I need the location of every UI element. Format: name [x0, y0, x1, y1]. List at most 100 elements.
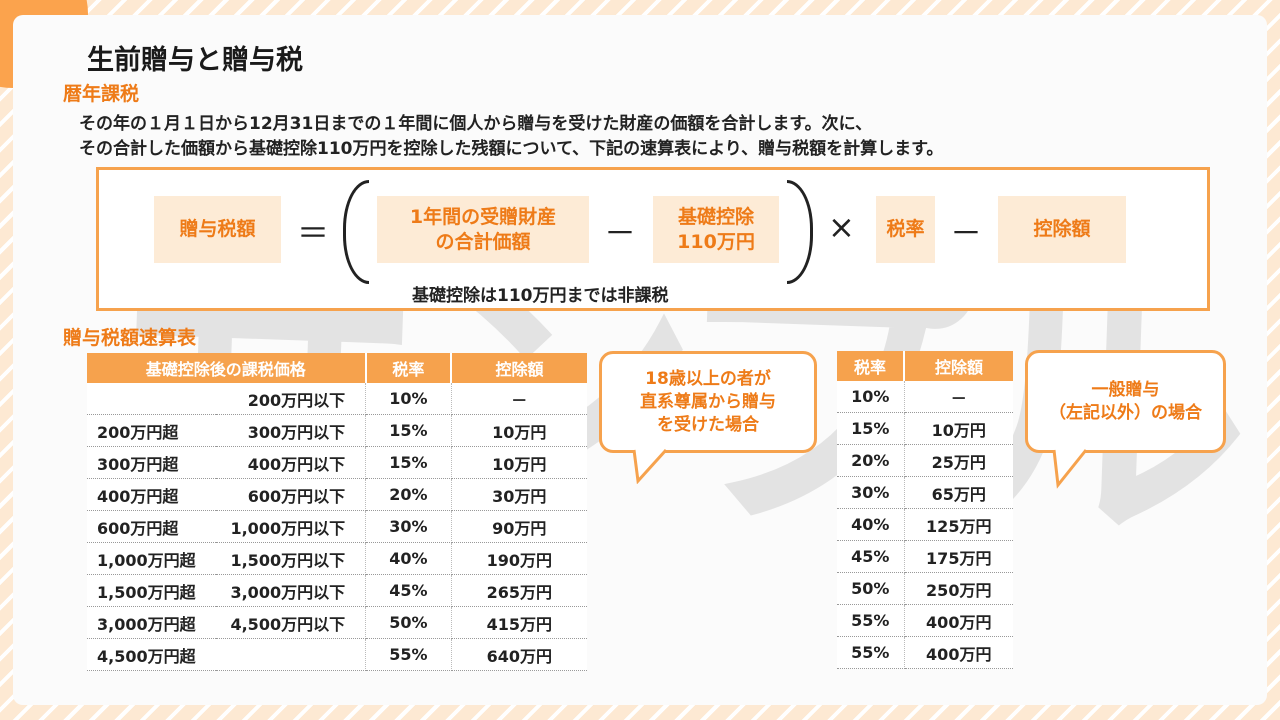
- cell-deduction: 25万円: [904, 444, 1013, 477]
- formula-tax-amount: 贈与税額: [154, 196, 281, 263]
- cell-deduction: 640万円: [451, 638, 587, 671]
- cell-rate: 45%: [837, 540, 905, 573]
- table-row: 20% 25万円: [837, 444, 1013, 477]
- table-row: 400万円超 600万円以下 20% 30万円: [87, 478, 587, 511]
- table-row: 1,000万円超 1,500万円以下 40% 190万円: [87, 542, 587, 575]
- cell-from: 4,500万円超: [87, 638, 216, 671]
- page-title: 生前贈与と贈与税: [87, 45, 303, 76]
- cell-rate: 55%: [837, 636, 905, 669]
- cell-rate: 20%: [837, 444, 905, 477]
- cell-deduction: 125万円: [904, 508, 1013, 541]
- formula-minus: －: [604, 214, 637, 252]
- cell-deduction: 10万円: [904, 412, 1013, 445]
- bubble-general-tail: [1052, 449, 1088, 489]
- cell-to: 4,500万円以下: [215, 606, 367, 639]
- cell-deduction: 10万円: [451, 446, 587, 479]
- header-deduction: 控除額: [450, 353, 587, 383]
- cell-from: 1,500万円超: [87, 574, 216, 607]
- cell-deduction: 30万円: [451, 478, 587, 511]
- cell-from: 3,000万円超: [87, 606, 216, 639]
- table-row: 55% 400万円: [837, 604, 1013, 637]
- bubble-general-line-2: （左記以外）の場合: [1049, 402, 1202, 423]
- cell-from: 400万円超: [87, 478, 216, 511]
- cell-deduction: 65万円: [904, 476, 1013, 509]
- bubble-special-line-1: 18歳以上の者が: [645, 368, 771, 389]
- speech-bubble-general: 一般贈与 （左記以外）の場合: [1025, 350, 1226, 453]
- cell-from: 1,000万円超: [87, 542, 216, 575]
- cell-to: 400万円以下: [215, 446, 367, 479]
- section-heading-calendar-year: 暦年課税: [63, 83, 140, 105]
- table-row: 600万円超 1,000万円以下 30% 90万円: [87, 510, 587, 543]
- cell-to: 200万円以下: [215, 383, 367, 415]
- cell-deduction: 265万円: [451, 574, 587, 607]
- formula-times: ×: [828, 208, 855, 246]
- cell-from: 300万円超: [87, 446, 216, 479]
- formula-basic-deduction: 基礎控除 110万円: [653, 196, 779, 263]
- header-taxable-price: 基礎控除後の課税価格: [87, 353, 366, 383]
- cell-rate: 10%: [837, 381, 905, 413]
- cell-rate: 15%: [365, 414, 452, 447]
- description: その年の１月１日から12月31日までの１年間に個人から贈与を受けた財産の価額を合…: [79, 112, 943, 162]
- cell-rate: 55%: [837, 604, 905, 637]
- cell-deduction: 10万円: [451, 414, 587, 447]
- cell-rate: 15%: [365, 446, 452, 479]
- table-row: 3,000万円超 4,500万円以下 50% 415万円: [87, 606, 587, 639]
- cell-to: 3,000万円以下: [215, 574, 367, 607]
- bubble-special-line-3: を受けた場合: [657, 414, 759, 435]
- table-row: 300万円超 400万円以下 15% 10万円: [87, 446, 587, 479]
- table-row: 15% 10万円: [837, 412, 1013, 445]
- formula-equals: ＝: [297, 214, 330, 252]
- cell-from: 600万円超: [87, 510, 216, 543]
- cell-rate: 40%: [837, 508, 905, 541]
- description-line-2: その合計した価額から基礎控除110万円を控除した残額について、下記の速算表により…: [79, 139, 944, 159]
- formula-total-assets-line2: の合計価額: [435, 230, 531, 253]
- cell-to: 1,500万円以下: [215, 542, 367, 575]
- table-row: 200万円超 300万円以下 15% 10万円: [87, 414, 587, 447]
- table-row: 10% －: [837, 381, 1013, 413]
- bubble-special-tail: [632, 449, 668, 484]
- table-row: 200万円以下 10% －: [87, 383, 587, 415]
- cell-deduction: －: [451, 383, 587, 415]
- formula-rate: 税率: [876, 196, 935, 263]
- cell-rate: 15%: [837, 412, 905, 445]
- cell-rate: 10%: [365, 383, 452, 415]
- cell-rate: 30%: [365, 510, 452, 543]
- cell-deduction: 90万円: [451, 510, 587, 543]
- formula-total-assets: 1年間の受贈財産 の合計価額: [377, 196, 589, 263]
- section-heading-quick-table: 贈与税額速算表: [63, 327, 197, 349]
- header-rate: 税率: [364, 353, 452, 383]
- speech-bubble-special: 18歳以上の者が 直系尊属から贈与 を受けた場合: [599, 351, 817, 453]
- bubble-special-line-2: 直系尊属から贈与: [640, 391, 776, 412]
- quick-calc-table-general-special: 基礎控除後の課税価格 税率 控除額 200万円以下 10% － 200万円超 300万円…: [87, 353, 587, 671]
- formula-total-assets-line1: 1年間の受贈財産: [409, 205, 557, 228]
- cell-deduction: 250万円: [904, 572, 1013, 605]
- cell-to: 1,000万円以下: [215, 510, 367, 543]
- bubble-general-line-1: 一般贈与: [1091, 379, 1160, 400]
- cell-deduction: 400万円: [904, 636, 1013, 669]
- table-row: 4,500万円超 55% 640万円: [87, 638, 587, 671]
- header-deduction-2: 控除額: [903, 351, 1013, 381]
- cell-to: [215, 638, 367, 671]
- cell-deduction: 175万円: [904, 540, 1013, 573]
- table-row: 40% 125万円: [837, 508, 1013, 541]
- header-rate-2: 税率: [837, 351, 904, 381]
- cell-deduction: 400万円: [904, 604, 1013, 637]
- table-row: 1,500万円超 3,000万円以下 45% 265万円: [87, 574, 587, 607]
- quick-calc-table-general: 税率 控除額 10% － 15% 10万円 20% 25万円 30% 65万円 40% 125万円…: [837, 351, 1013, 669]
- formula-basic-deduction-line2: 110万円: [677, 230, 755, 253]
- table-row: 50% 250万円: [837, 572, 1013, 605]
- cell-deduction: 190万円: [451, 542, 587, 575]
- cell-deduction: 415万円: [451, 606, 587, 639]
- formula-basic-deduction-line1: 基礎控除: [677, 205, 754, 228]
- table-row: 55% 400万円: [837, 636, 1013, 669]
- table-row: 30% 65万円: [837, 476, 1013, 509]
- cell-rate: 50%: [837, 572, 905, 605]
- description-line-1: その年の１月１日から12月31日までの１年間に個人から贈与を受けた財産の価額を合…: [79, 114, 873, 134]
- cell-rate: 40%: [365, 542, 452, 575]
- cell-from: 200万円超: [87, 414, 216, 447]
- cell-rate: 55%: [365, 638, 452, 671]
- cell-to: 300万円以下: [215, 414, 367, 447]
- formula-minus-2: －: [950, 214, 983, 252]
- cell-from: [87, 383, 216, 415]
- table-row: 45% 175万円: [837, 540, 1013, 573]
